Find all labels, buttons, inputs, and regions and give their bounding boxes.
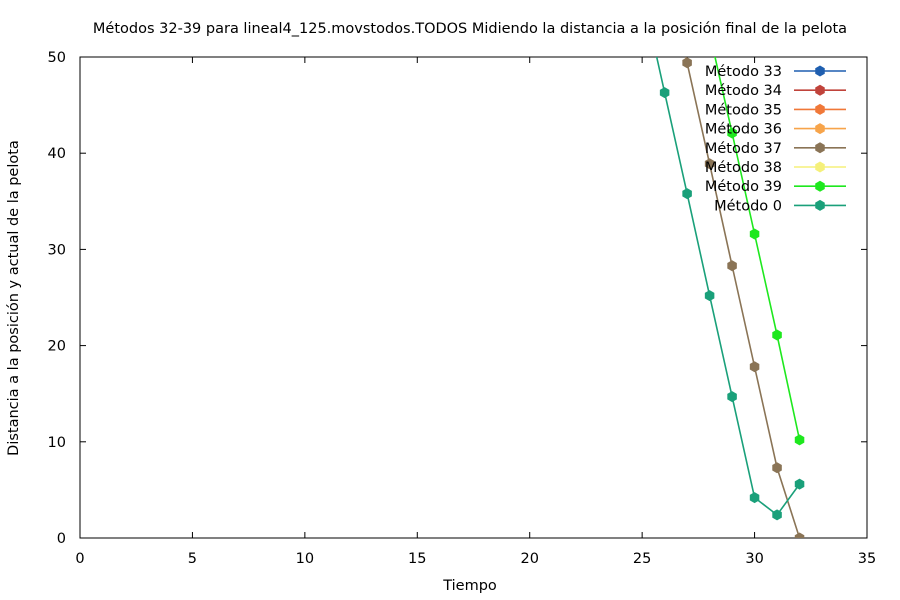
legend-marker (815, 161, 825, 173)
series-layer (655, 57, 805, 538)
legend-item: Método 38 (705, 160, 846, 176)
y-tick-label: 20 (48, 339, 66, 355)
data-point (749, 492, 760, 504)
x-tick-label: 20 (520, 551, 538, 567)
data-point (749, 228, 760, 240)
data-point (794, 478, 805, 490)
legend-marker (815, 142, 825, 154)
legend-item: Método 34 (705, 83, 846, 99)
y-tick-label: 0 (57, 531, 66, 547)
legend-label: Método 33 (705, 64, 782, 80)
y-axis-label: Distancia a la posición y actual de la p… (6, 140, 22, 456)
y-axis: 0 10 20 30 40 50 (48, 50, 867, 547)
data-point (727, 260, 737, 272)
data-point (682, 57, 692, 69)
x-axis: 0 5 10 15 20 25 30 35 (75, 57, 876, 567)
x-tick-label: 35 (858, 551, 876, 567)
data-point (772, 509, 782, 521)
data-point (794, 532, 805, 538)
legend-label: Método 37 (705, 141, 782, 157)
x-tick-label: 25 (633, 551, 651, 567)
y-tick-label: 40 (48, 146, 66, 162)
data-point (772, 329, 782, 341)
legend-label: Método 34 (705, 83, 782, 99)
y-tick-label: 30 (48, 242, 66, 258)
data-point (727, 391, 737, 403)
legend-item: Método 39 (705, 179, 846, 195)
x-tick-label: 15 (408, 551, 426, 567)
data-point (794, 434, 805, 446)
legend-item: Método 0 (714, 198, 846, 214)
legend-label: Método 38 (705, 160, 782, 176)
data-point (704, 158, 715, 170)
data-point (749, 361, 760, 373)
legend-item: Método 37 (705, 141, 846, 157)
series-group (714, 57, 805, 446)
legend-item: Método 33 (705, 64, 846, 80)
legend-label: Método 0 (714, 198, 782, 214)
legend-item: Método 35 (705, 102, 846, 118)
legend-label: Método 39 (705, 179, 782, 195)
series-group (682, 57, 805, 538)
legend-marker (815, 65, 825, 77)
x-tick-label: 30 (745, 551, 763, 567)
data-point (659, 87, 670, 99)
legend-marker (815, 123, 825, 135)
y-tick-label: 10 (48, 435, 66, 451)
data-point (772, 462, 782, 474)
legend: Método 33 Método 34 Método 35 Método 36 Méto… (705, 64, 846, 214)
data-point (682, 188, 692, 200)
legend-marker (815, 84, 825, 96)
y-tick-label: 50 (48, 50, 66, 66)
x-axis-label: Tiempo (442, 578, 497, 594)
legend-label: Método 36 (705, 122, 782, 138)
data-point (727, 127, 737, 139)
data-point (704, 290, 715, 302)
series-group (655, 57, 805, 521)
x-tick-label: 10 (296, 551, 314, 567)
legend-marker (815, 180, 825, 192)
plot-frame (79, 56, 868, 539)
legend-label: Método 35 (705, 102, 782, 118)
legend-marker (815, 103, 825, 115)
x-tick-label: 5 (188, 551, 197, 567)
legend-item: Método 36 (705, 122, 846, 138)
legend-marker (815, 199, 825, 211)
chart-title: Métodos 32-39 para lineal4_125.movstodos… (93, 21, 847, 37)
x-tick-label: 0 (75, 551, 84, 567)
